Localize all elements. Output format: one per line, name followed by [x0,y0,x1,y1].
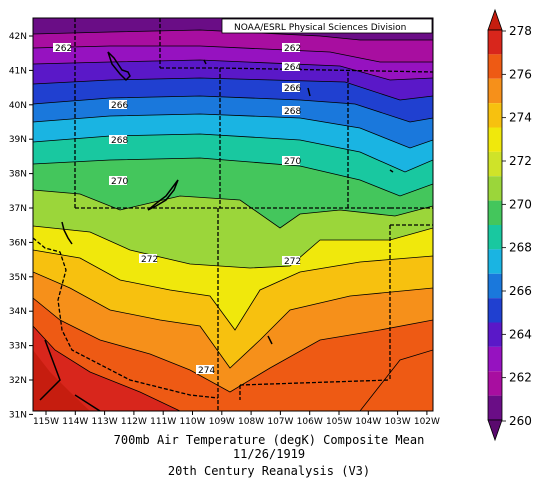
colorbar-bottom-arrow [487,419,503,442]
contour-label: 266 [109,100,128,111]
lon-label: 115W [33,417,59,427]
colorbar-swatch [488,225,502,250]
svg-text:272: 272 [284,257,301,267]
colorbar-label: 266 [509,284,532,298]
svg-text:274: 274 [198,366,215,376]
colorbar-label: 270 [509,197,532,211]
caption-date: 11/26/1919 [232,447,306,461]
colorbar-swatch [488,151,502,177]
lat-label: 37N [9,204,27,214]
colorbar-label: 276 [509,67,532,81]
contour-label: 262 [282,43,301,54]
contour-label: 272 [282,256,301,267]
svg-text:270: 270 [111,177,128,187]
colorbar-swatch [488,322,502,347]
colorbar-swatch [488,30,502,55]
colorbar-label: 260 [509,414,532,428]
lon-label: 108W [238,417,264,427]
svg-text:NOAA/ESRL Physical Sciences Di: NOAA/ESRL Physical Sciences Division [234,23,406,33]
colorbar-swatch [488,395,502,420]
svg-text:266: 266 [111,101,128,111]
lon-label: 105W [326,417,352,427]
lat-label: 40N [9,101,27,111]
lon-label: 111W [150,417,176,427]
plot-frame [32,17,434,412]
contour-lines [33,29,433,411]
colorbar-label: 262 [509,371,532,385]
lat-label: 41N [9,66,27,76]
caption-dataset: 20th Century Reanalysis (V3) [167,464,371,478]
svg-text:268: 268 [111,136,128,146]
contour-label: 262 [53,43,72,54]
svg-text:264: 264 [284,63,301,73]
latitude-axis: 42N 41N 40N 39N 38N 37N 36N 35N 34N 33N 32N 31N [9,32,33,420]
lon-label: 114W [62,417,88,427]
source-credit: NOAA/ESRL Physical Sciences Division [221,18,433,34]
colorbar-swatch [488,78,502,104]
contour-label: 270 [109,176,128,187]
contour-label: 274 [196,365,215,376]
lon-label: 112W [121,417,147,427]
lat-label: 39N [9,135,27,145]
colorbar-swatch [488,127,502,152]
lon-label: 107W [267,417,293,427]
lat-label: 31N [9,410,27,420]
contour-label-group: 262 262 264 266 266 268 268 270 270 272 … [53,43,301,376]
lat-label: 36N [9,238,27,248]
lat-label: 42N [9,32,27,42]
water-features [39,51,394,411]
contour-label: 266 [282,83,301,94]
lat-label: 32N [9,376,27,386]
colorbar-swatch [488,103,502,128]
contour-label: 268 [109,135,128,146]
colorbar: 278 276 274 272 270 268 266 264 262 260 [487,8,532,442]
svg-text:270: 270 [284,157,301,167]
lon-label: 109W [209,417,235,427]
colorbar-swatch [488,54,502,79]
colorbar-swatch [488,176,502,201]
contour-label: 268 [282,106,301,117]
contour-label: 270 [282,156,301,167]
colorbar-swatch [488,200,502,225]
colorbar-label: 268 [509,241,532,255]
lon-label: 110W [179,417,205,427]
colorbar-label: 272 [509,154,532,168]
lat-label: 33N [9,342,27,352]
contour-label: 272 [139,254,158,265]
colorbar-label: 278 [509,24,532,38]
colorbar-label: 274 [509,111,532,125]
svg-text:268: 268 [284,107,301,117]
colorbar-swatch [488,273,502,299]
colorbar-swatch [488,346,502,372]
colorbar-label: 264 [509,327,532,341]
lat-label: 38N [9,170,27,180]
colorbar-swatch [488,249,502,274]
svg-text:262: 262 [284,44,301,54]
lon-label: 102W [414,417,440,427]
longitude-axis: 115W 114W 113W 112W 111W 110W 109W 108W 107W 106W… [33,411,440,427]
lon-label: 106W [297,417,323,427]
lon-label: 104W [355,417,381,427]
lon-label: 103W [385,417,411,427]
colorbar-swatch [488,371,502,396]
colorbar-top-arrow [487,8,503,31]
svg-text:272: 272 [141,255,158,265]
lat-label: 34N [9,307,27,317]
colorbar-swatch [488,298,502,323]
state-borders [33,18,433,411]
caption-title: 700mb Air Temperature (degK) Composite M… [113,433,425,447]
svg-text:262: 262 [55,44,72,54]
temperature-field [33,18,433,411]
svg-text:266: 266 [284,84,301,94]
contour-label: 264 [282,62,301,73]
lon-label: 113W [92,417,118,427]
lat-label: 35N [9,273,27,283]
